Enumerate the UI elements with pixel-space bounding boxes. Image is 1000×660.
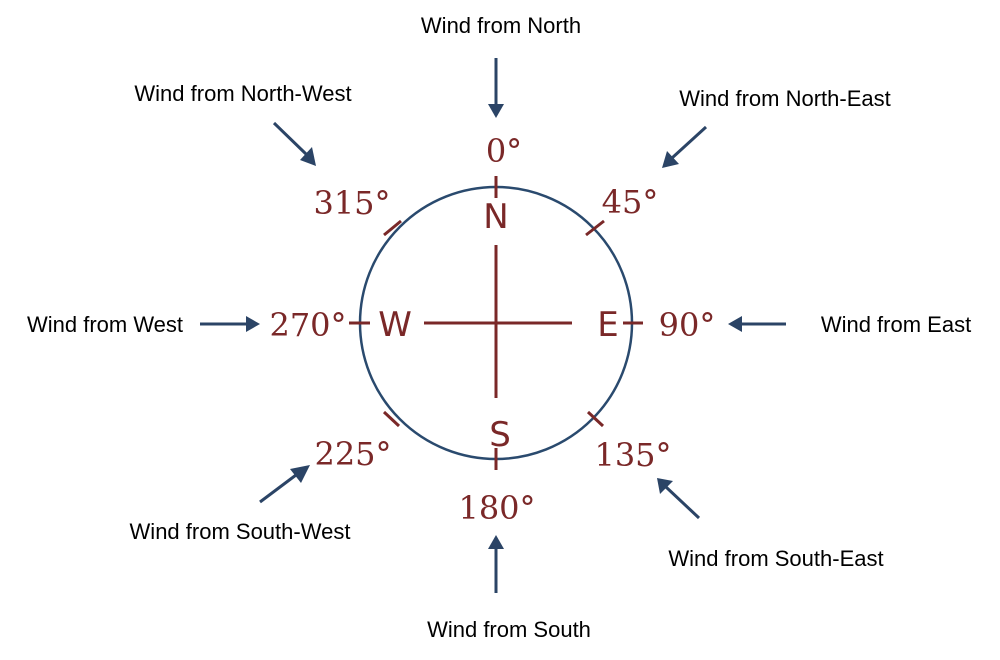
wind-label-north-west: Wind from North-West: [134, 81, 351, 106]
cardinal-east: E: [597, 305, 618, 345]
arrow-west: [200, 316, 260, 332]
arrow-north-west: [272, 121, 316, 166]
degree-45: 45°: [602, 183, 659, 221]
arrow-south: [488, 535, 504, 593]
wind-label-south-east: Wind from South-East: [668, 546, 883, 571]
wind-label-north-east: Wind from North-East: [679, 86, 891, 111]
degree-0: 0°: [486, 132, 522, 170]
degree-315: 315°: [313, 184, 390, 222]
cardinal-north: N: [483, 197, 508, 237]
wind-label-east: Wind from East: [821, 312, 971, 337]
arrow-east: [728, 316, 786, 332]
wind-label-south: Wind from South: [427, 617, 591, 642]
degree-135: 135°: [594, 436, 671, 474]
arrow-north-east: [662, 125, 708, 168]
cardinal-south: S: [489, 415, 511, 455]
arrow-south-east: [657, 478, 701, 520]
tick-45: [585, 219, 605, 237]
tick-135: [586, 410, 605, 428]
degree-270: 270°: [269, 306, 346, 344]
degree-90: 90°: [659, 306, 716, 344]
tick-225: [382, 410, 401, 428]
wind-label-north: Wind from North: [421, 13, 581, 38]
cardinal-west: W: [378, 305, 412, 345]
wind-label-south-west: Wind from South-West: [130, 519, 351, 544]
tick-315: [383, 219, 402, 237]
arrow-north: [488, 58, 504, 118]
degree-180: 180°: [458, 489, 535, 527]
degree-225: 225°: [314, 435, 391, 473]
arrow-south-west: [259, 465, 310, 504]
wind-label-west: Wind from West: [27, 312, 183, 337]
